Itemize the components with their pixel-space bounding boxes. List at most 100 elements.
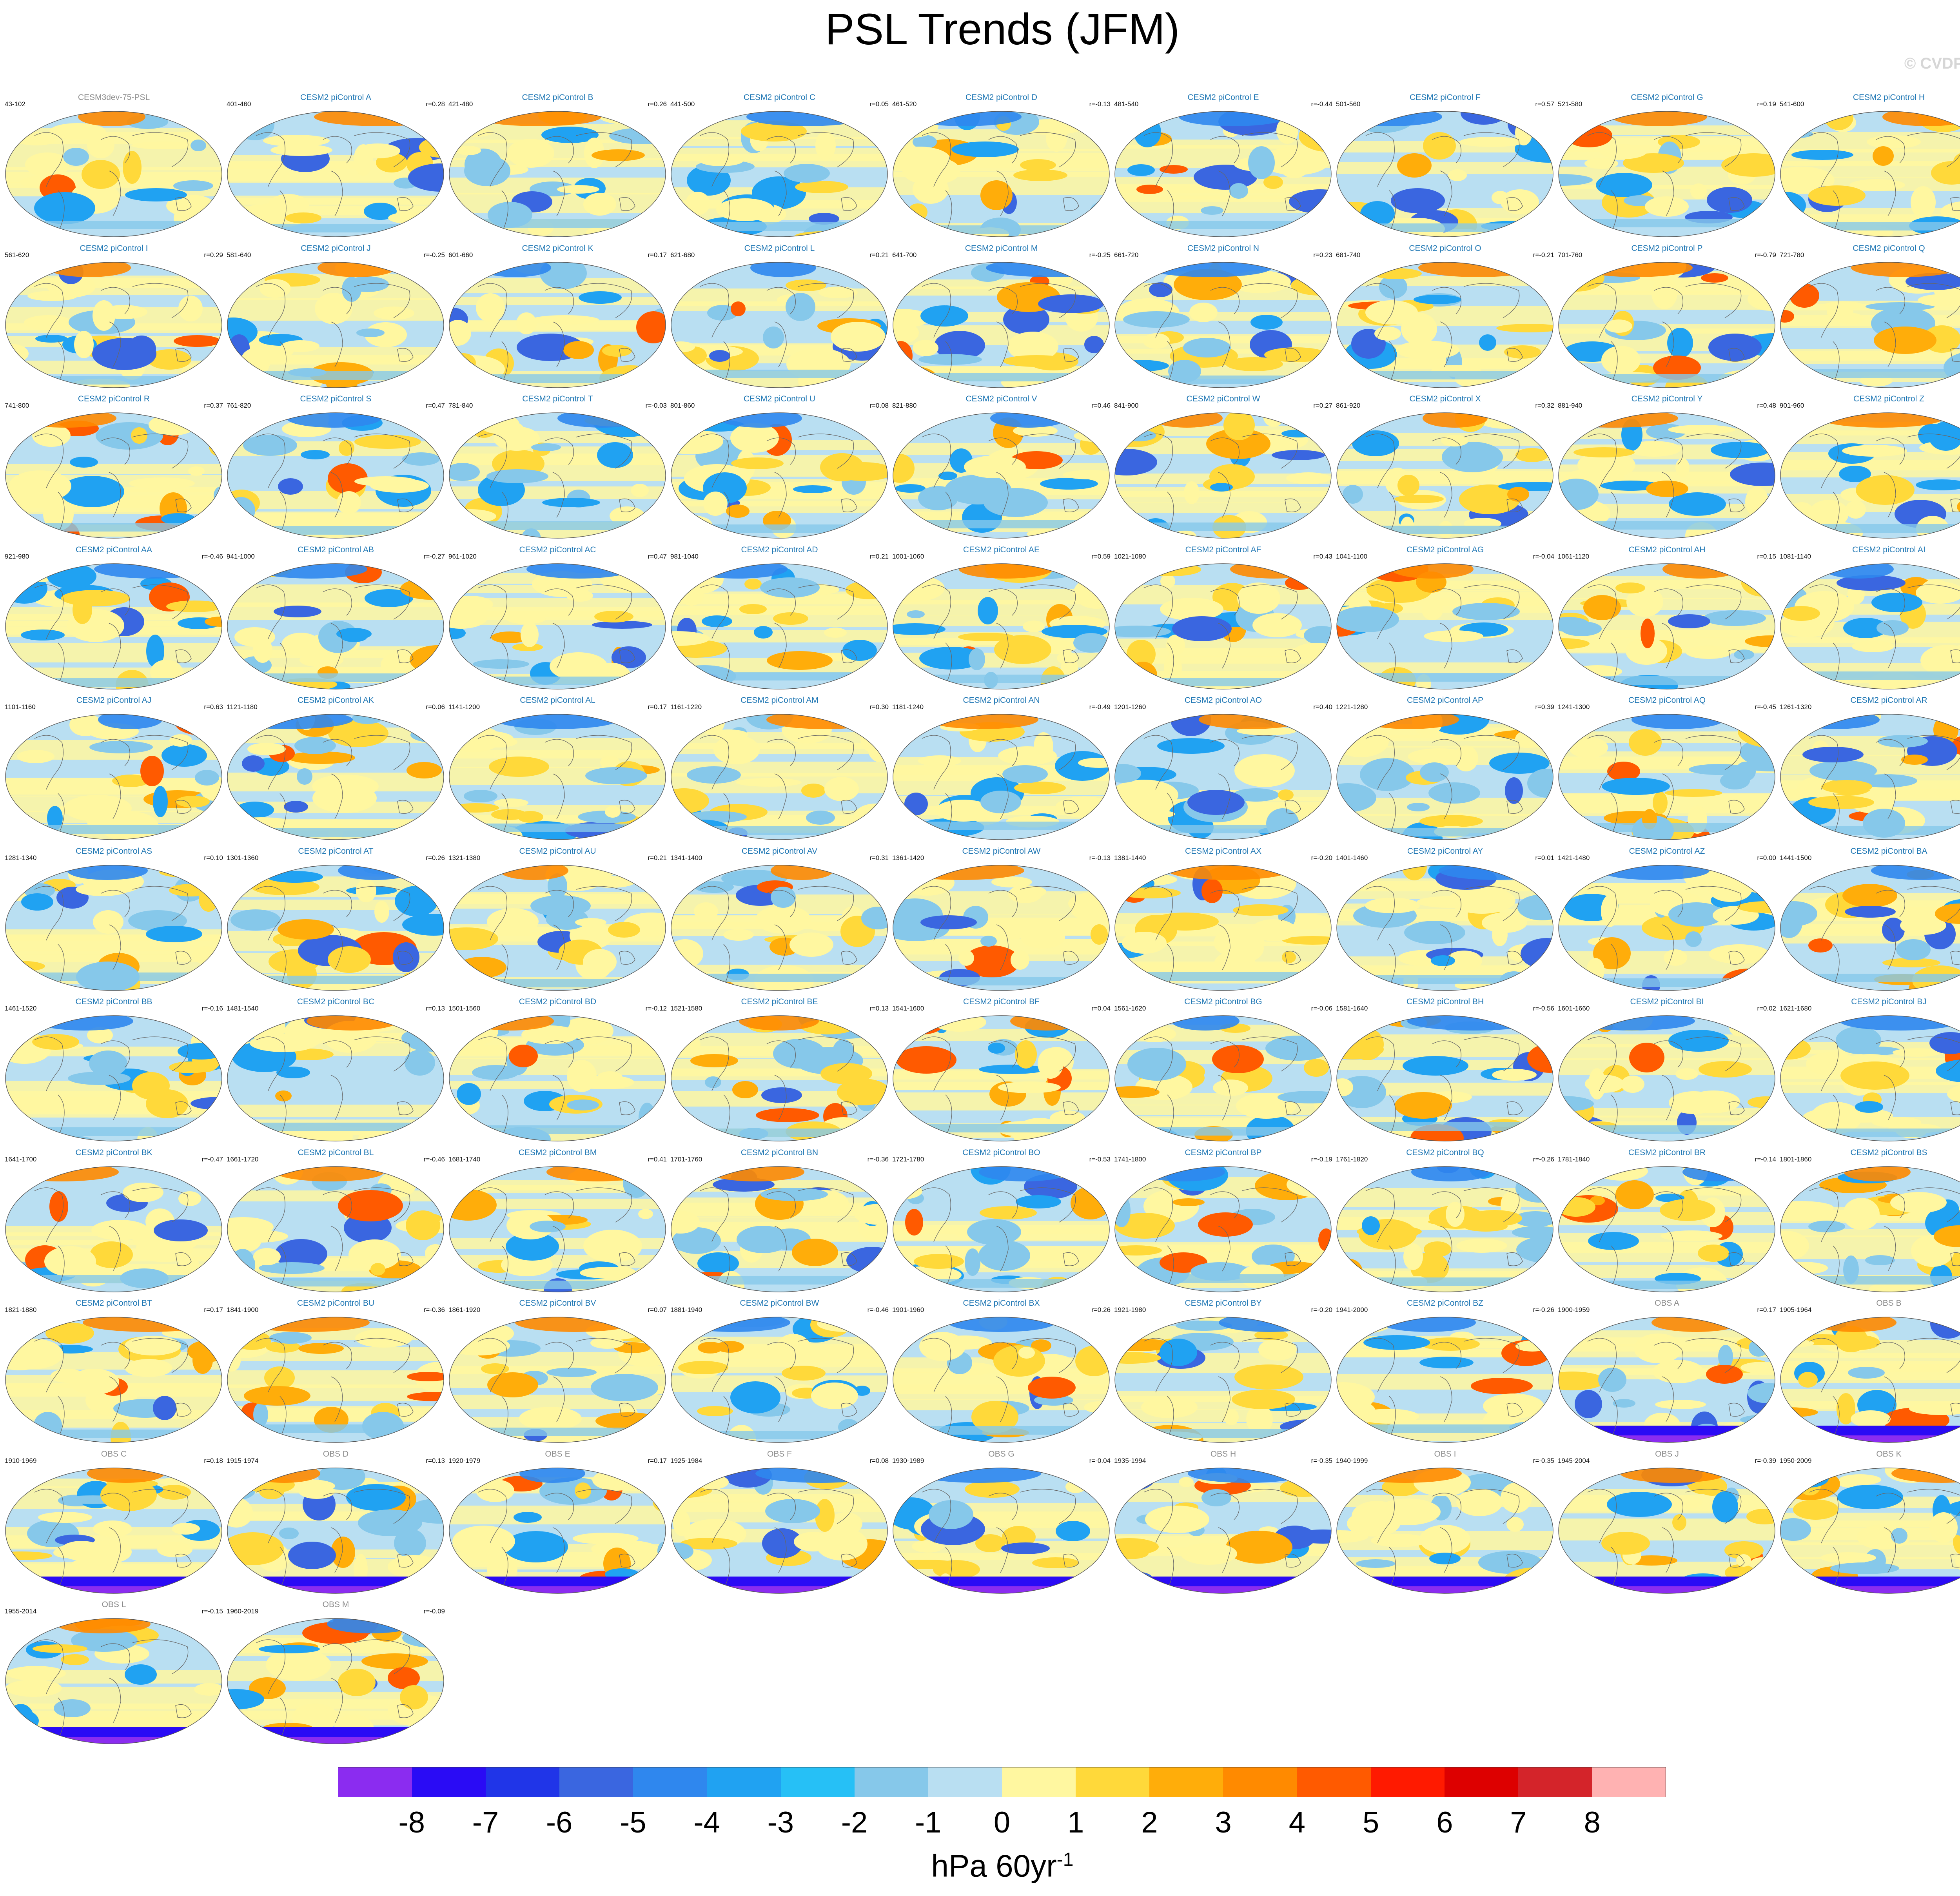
world-map xyxy=(449,563,666,689)
panel-correlation: r=0.57 xyxy=(1535,100,1554,108)
panel-correlation: r=0.23 xyxy=(1313,251,1332,259)
panel-correlation: r=-0.46 xyxy=(201,552,223,560)
panel-correlation: r=0.40 xyxy=(1313,703,1332,711)
world-map xyxy=(5,1467,222,1594)
panel-correlation: r=-0.14 xyxy=(1755,1155,1776,1163)
world-map xyxy=(1558,1467,1775,1594)
world-map xyxy=(1780,261,1960,388)
map-panel: OBS J 1945-2004 r=-0.39 xyxy=(1556,1449,1778,1599)
panel-years: 981-1040 xyxy=(670,552,699,560)
panel-correlation: r=0.30 xyxy=(869,703,889,711)
panel-years: 1741-1800 xyxy=(1114,1155,1146,1163)
world-map xyxy=(5,1166,222,1292)
map-panel: CESM2 piControl E 481-540 r=-0.44 xyxy=(1112,93,1334,243)
panel-years: 1181-1240 xyxy=(892,703,924,711)
panel-correlation: r=-0.44 xyxy=(1311,100,1332,108)
panel-correlation: r=0.27 xyxy=(1313,402,1332,409)
map-panel: CESM2 piControl S 761-820 r=0.47 xyxy=(225,394,446,544)
map-panel: CESM2 piControl BC 1481-1540 r=0.13 xyxy=(225,997,446,1147)
world-map xyxy=(671,563,888,689)
map-panel: CESM2 piControl AO 1201-1260 r=0.40 xyxy=(1112,695,1334,845)
panel-title: CESM2 piControl AS xyxy=(76,846,152,856)
colorbar-swatch xyxy=(854,1767,928,1797)
panel-correlation: r=-0.25 xyxy=(1089,251,1111,259)
map-panel: CESM2 piControl AL 1141-1200 r=0.17 xyxy=(447,695,668,845)
panel-correlation: r=0.46 xyxy=(1091,402,1111,409)
panel-title: CESM2 piControl C xyxy=(743,93,816,102)
map-panel: CESM2 piControl P 701-760 r=-0.79 xyxy=(1556,243,1778,394)
panel-title: CESM2 piControl AZ xyxy=(1629,846,1705,856)
panel-title: CESM2 piControl BJ xyxy=(1851,997,1927,1006)
map-panel: CESM2 piControl T 781-840 r=-0.03 xyxy=(447,394,668,544)
panel-years: 1521-1580 xyxy=(670,1005,702,1012)
map-panel: CESM2 piControl BD 1501-1560 r=-0.12 xyxy=(447,997,668,1147)
world-map xyxy=(893,1166,1110,1292)
world-map xyxy=(227,563,444,689)
panel-correlation: r=-0.53 xyxy=(1089,1155,1111,1163)
map-panel: CESM2 piControl BM 1681-1740 r=0.41 xyxy=(447,1148,668,1298)
panel-years: 661-720 xyxy=(1114,251,1139,259)
panel-years: 461-520 xyxy=(892,100,917,108)
panel-correlation: r=-0.12 xyxy=(645,1005,667,1012)
panel-title: CESM2 piControl I xyxy=(80,243,148,253)
world-map xyxy=(227,1166,444,1292)
map-panel: CESM2 piControl W 841-900 r=0.27 xyxy=(1112,394,1334,544)
panel-correlation: r=0.13 xyxy=(426,1457,445,1464)
panel-correlation: r=0.47 xyxy=(648,552,667,560)
world-map xyxy=(1780,714,1960,840)
colorbar-tick: -1 xyxy=(915,1806,942,1839)
panel-title: CESM2 piControl F xyxy=(1410,93,1481,102)
panel-years: 1940-1999 xyxy=(1336,1457,1368,1464)
watermark: © CVDP-LE xyxy=(1904,55,1960,72)
colorbar-tick: 5 xyxy=(1362,1806,1379,1839)
world-map xyxy=(1336,412,1553,539)
map-panel: CESM2 piControl BN 1701-1760 r=-0.36 xyxy=(669,1148,890,1298)
map-panel: CESM2 piControl BK 1641-1700 r=-0.47 xyxy=(3,1148,225,1298)
panel-title: CESM2 piControl BD xyxy=(519,997,597,1006)
world-map xyxy=(5,261,222,388)
map-panel: CESM2 piControl U 801-860 r=0.08 xyxy=(669,394,890,544)
world-map xyxy=(893,864,1110,991)
world-map xyxy=(671,412,888,539)
colorbar-units: hPa 60yr-1 xyxy=(0,1840,1960,1886)
panel-years: 1481-1540 xyxy=(227,1005,259,1012)
panel-title: CESM2 piControl BG xyxy=(1184,997,1262,1006)
colorbar-tick: 4 xyxy=(1289,1806,1306,1839)
panel-years: 821-880 xyxy=(892,402,917,409)
panel-years: 1081-1140 xyxy=(1780,552,1811,560)
panel-title: CESM2 piControl AT xyxy=(298,846,374,856)
panel-title: CESM2 piControl BY xyxy=(1185,1299,1262,1308)
world-map xyxy=(5,1317,222,1443)
world-map xyxy=(671,261,888,388)
colorbar-swatch xyxy=(338,1767,412,1797)
world-map xyxy=(1558,412,1775,539)
colorbar-tick: 1 xyxy=(1067,1806,1084,1839)
panel-title: CESM2 piControl BZ xyxy=(1407,1299,1483,1308)
panel-years: 901-960 xyxy=(1780,402,1804,409)
panel-title: CESM2 piControl BK xyxy=(75,1148,152,1157)
panel-correlation: r=-0.27 xyxy=(423,552,445,560)
world-map xyxy=(1336,1467,1553,1594)
panel-correlation: r=-0.26 xyxy=(1533,1155,1554,1163)
panel-correlation: r=0.08 xyxy=(869,1457,889,1464)
panel-title: CESM2 piControl AP xyxy=(1407,696,1483,705)
panel-title: CESM2 piControl T xyxy=(522,394,593,403)
panel-correlation: r=0.21 xyxy=(648,854,667,862)
panel-title: CESM2 piControl BI xyxy=(1630,997,1704,1006)
panel-correlation: r=-0.46 xyxy=(867,1306,889,1314)
panel-years: 1641-1700 xyxy=(5,1155,37,1163)
world-map xyxy=(1780,563,1960,689)
panel-title: CESM2 piControl W xyxy=(1186,394,1260,403)
panel-title: CESM2 piControl BQ xyxy=(1406,1148,1484,1157)
world-map xyxy=(1558,1015,1775,1141)
world-map xyxy=(893,714,1110,840)
world-map xyxy=(1336,1317,1553,1443)
world-map xyxy=(1558,563,1775,689)
panel-years: 1321-1380 xyxy=(448,854,481,862)
panel-title: CESM2 piControl BN xyxy=(740,1148,818,1157)
map-panel: OBS D 1915-1974 r=0.13 xyxy=(225,1449,446,1599)
map-panel: CESM2 piControl BP 1741-1800 r=-0.19 xyxy=(1112,1148,1334,1298)
